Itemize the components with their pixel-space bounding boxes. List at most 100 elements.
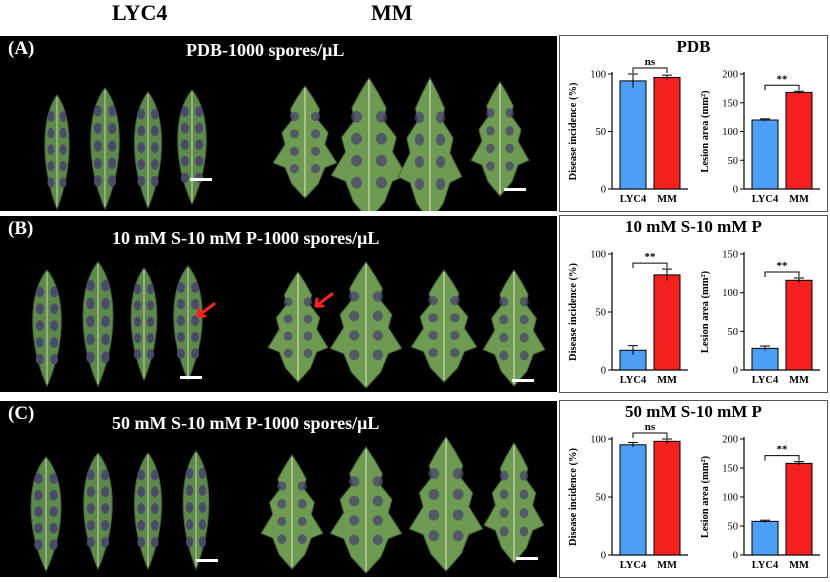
lesion bbox=[289, 129, 300, 139]
y-tick-label: 100 bbox=[722, 127, 738, 138]
lesion bbox=[198, 502, 207, 514]
lesion bbox=[428, 330, 438, 340]
lesion bbox=[180, 122, 189, 134]
lesion bbox=[59, 160, 67, 172]
lesion bbox=[348, 495, 360, 507]
lesion bbox=[50, 303, 59, 315]
lesion bbox=[86, 503, 95, 514]
y-axis-label: Disease incidence (%) bbox=[568, 448, 579, 546]
lesion bbox=[133, 300, 142, 311]
lesion bbox=[428, 295, 438, 306]
lesion bbox=[34, 473, 43, 484]
lesion bbox=[428, 313, 438, 323]
y-axis-label: Disease incidence (%) bbox=[568, 263, 579, 361]
lesion bbox=[195, 106, 204, 117]
mm-leaf bbox=[408, 436, 484, 572]
lesion bbox=[101, 315, 110, 328]
lyc4-leaf bbox=[83, 452, 113, 571]
lesion bbox=[277, 481, 287, 491]
lesion bbox=[351, 154, 362, 167]
lesion bbox=[414, 111, 425, 124]
y-tick-label: 100 bbox=[590, 250, 606, 261]
lesion bbox=[376, 111, 387, 123]
lyc4-leaf bbox=[182, 450, 210, 571]
lesion bbox=[283, 331, 293, 341]
y-tick-label: 50 bbox=[728, 156, 739, 167]
lesion bbox=[499, 507, 509, 518]
lesion bbox=[185, 519, 194, 531]
y-tick-label: 100 bbox=[722, 288, 738, 299]
scale-bar bbox=[512, 379, 534, 382]
lesion bbox=[303, 331, 313, 341]
y-tick-label: 50 bbox=[596, 308, 607, 319]
mm-leaf bbox=[329, 446, 403, 574]
lesion bbox=[59, 127, 67, 139]
lesion bbox=[176, 298, 185, 310]
significance-label: ** bbox=[777, 444, 789, 456]
lesion bbox=[180, 172, 189, 183]
lesion bbox=[35, 337, 44, 348]
panel-b-label: (B) bbox=[8, 218, 34, 239]
lesion bbox=[303, 314, 313, 324]
lesion bbox=[519, 350, 529, 361]
lesion bbox=[137, 486, 145, 498]
lesion bbox=[486, 108, 495, 118]
panel-a-title: PDB-1000 spores/μL bbox=[186, 40, 345, 60]
lesion bbox=[59, 111, 67, 122]
lesion bbox=[499, 350, 509, 361]
lesion bbox=[450, 313, 460, 323]
lesion bbox=[59, 177, 67, 188]
lesion bbox=[185, 502, 194, 514]
lesion bbox=[180, 155, 189, 167]
lesion bbox=[133, 348, 142, 360]
y-tick-label: 100 bbox=[722, 493, 738, 504]
lesion bbox=[499, 314, 509, 325]
header-mm: MM bbox=[371, 0, 413, 25]
lesion bbox=[180, 106, 189, 117]
lesion bbox=[49, 539, 58, 550]
lesion bbox=[428, 488, 440, 500]
lyc4-leaf bbox=[90, 87, 120, 211]
significance-label: ** bbox=[777, 260, 789, 272]
lyc4-leaf bbox=[32, 269, 62, 388]
x-tick-label: MM bbox=[789, 194, 809, 205]
significance-label: ns bbox=[645, 421, 656, 433]
lesion bbox=[86, 297, 95, 310]
lesion bbox=[86, 469, 95, 481]
lesion bbox=[101, 503, 110, 514]
arrow-shape bbox=[314, 292, 334, 308]
lesion bbox=[435, 133, 446, 146]
x-tick-label: LYC4 bbox=[752, 560, 779, 571]
bar-lyc4 bbox=[751, 520, 779, 556]
bar-lyc4 bbox=[619, 444, 647, 556]
red-arrow bbox=[196, 302, 216, 318]
lesion bbox=[176, 315, 185, 326]
lesion bbox=[47, 144, 55, 155]
lesion bbox=[35, 286, 44, 298]
lesion bbox=[50, 337, 59, 348]
x-tick-label: MM bbox=[657, 194, 677, 205]
lesion bbox=[50, 286, 59, 298]
y-tick-label: 0 bbox=[733, 366, 738, 377]
lesion bbox=[414, 178, 425, 190]
lesion bbox=[372, 349, 384, 361]
mm-leaf bbox=[482, 269, 546, 387]
lesion bbox=[93, 175, 102, 187]
lesion bbox=[452, 488, 464, 500]
lesion bbox=[151, 503, 159, 514]
lesion bbox=[35, 353, 44, 365]
lesion bbox=[93, 140, 102, 152]
panel-b-chart-svg: Disease incidence (%) 0 50 100 LYC4 MM ** Lesio… bbox=[568, 250, 820, 386]
y-tick-label: 200 bbox=[722, 435, 738, 446]
x-tick-label: MM bbox=[657, 375, 677, 386]
x-tick-label: LYC4 bbox=[752, 375, 779, 386]
significance-label: ** bbox=[777, 73, 789, 85]
lesion bbox=[49, 506, 58, 517]
lesion bbox=[93, 122, 102, 135]
lesion bbox=[283, 314, 293, 324]
lesion bbox=[499, 296, 509, 307]
lesion bbox=[101, 486, 110, 498]
lesion bbox=[310, 164, 321, 174]
lesion bbox=[519, 296, 529, 307]
x-tick-label: LYC4 bbox=[620, 194, 647, 205]
